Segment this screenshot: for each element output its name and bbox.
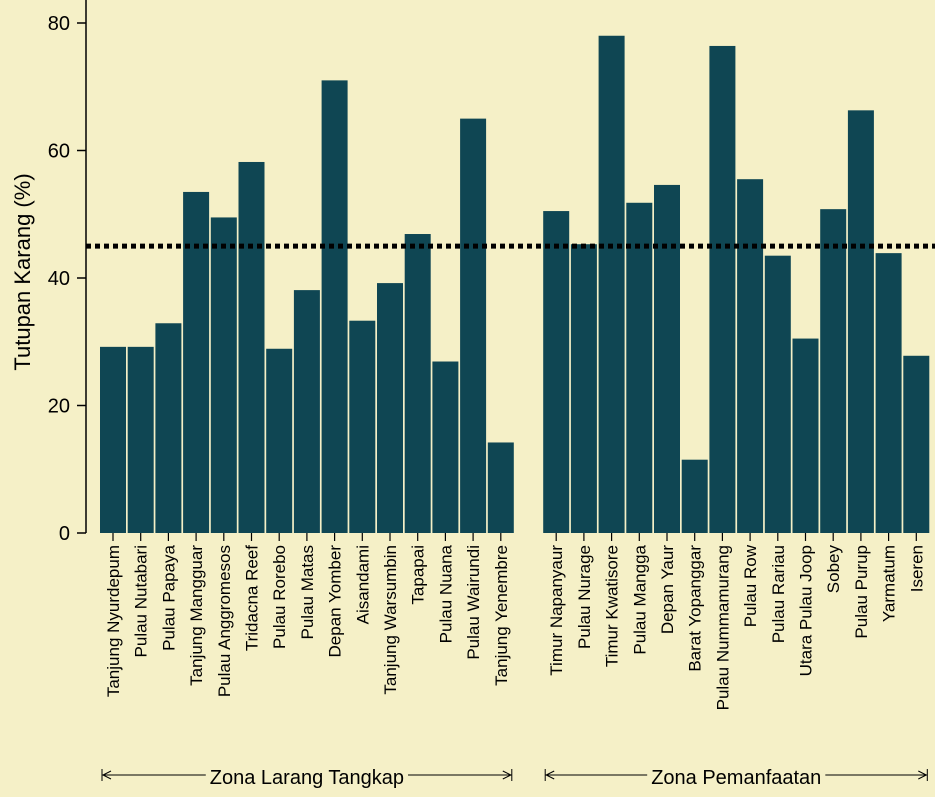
x-category-label: Tanjung Warsumbin bbox=[381, 545, 400, 695]
x-category-label: Barat Yopanggar bbox=[686, 545, 705, 672]
bar bbox=[903, 355, 930, 533]
group-label-background bbox=[205, 767, 409, 789]
group-bracket-arrow-right bbox=[502, 770, 512, 780]
bar bbox=[321, 80, 348, 533]
x-category-label: Pulau Mangga bbox=[630, 544, 649, 654]
bar bbox=[293, 290, 320, 533]
x-category-label: Utara Pulau Joop bbox=[797, 545, 816, 676]
bar bbox=[155, 323, 182, 533]
bar bbox=[404, 234, 431, 533]
x-category-label: Pulau Nutabari bbox=[132, 545, 151, 657]
x-category-label: Iseren bbox=[907, 545, 926, 592]
group-label: Zona Larang Tangkap bbox=[210, 767, 404, 789]
x-category-label: Pulau Wairundi bbox=[464, 545, 483, 660]
bar bbox=[100, 346, 126, 533]
x-category-label: Pulau Purup bbox=[852, 545, 871, 639]
x-category-label: Timur Kwatisore bbox=[603, 545, 622, 667]
x-category-label: Depan Yaur bbox=[658, 545, 677, 634]
bar bbox=[210, 217, 237, 533]
x-category-label: Pulau Nuana bbox=[436, 544, 455, 643]
bar bbox=[598, 35, 625, 533]
y-axis-title: Tutupan Karang (%) bbox=[10, 173, 35, 370]
x-category-label: Pulau Rorebo bbox=[270, 545, 289, 649]
bar bbox=[875, 253, 902, 533]
bar bbox=[127, 346, 154, 533]
x-category-label: Pulau Nurage bbox=[575, 545, 594, 649]
x-category-label: Pulau Row bbox=[741, 544, 760, 627]
x-category-label: Tanjung Yenembre bbox=[492, 545, 511, 686]
y-tick-label: 40 bbox=[48, 268, 70, 290]
bar bbox=[737, 179, 764, 533]
x-category-label: Pulau Anggromesos bbox=[215, 545, 234, 697]
bar bbox=[626, 202, 653, 533]
bar bbox=[792, 338, 819, 533]
bar bbox=[432, 361, 459, 533]
bar bbox=[183, 191, 210, 533]
bar bbox=[266, 348, 293, 533]
bar bbox=[681, 459, 708, 533]
bar bbox=[487, 442, 514, 533]
bar bbox=[238, 161, 265, 533]
x-category-label: Tanjung Mangguar bbox=[187, 545, 206, 686]
bar bbox=[377, 283, 403, 533]
bar bbox=[847, 110, 874, 534]
group-bracket-arrow-right bbox=[918, 770, 928, 780]
group-label: Zona Pemanfaatan bbox=[651, 767, 821, 789]
bar bbox=[820, 209, 847, 533]
x-category-label: Sobey bbox=[824, 545, 843, 594]
group-bracket-arrow-left bbox=[101, 770, 112, 780]
bar bbox=[460, 118, 487, 533]
x-category-label: Depan Yomber bbox=[326, 545, 345, 658]
x-category-label: Pulau Papaya bbox=[159, 544, 178, 650]
group-bracket-arrow-left bbox=[545, 770, 555, 780]
bar bbox=[764, 255, 791, 533]
bar bbox=[543, 211, 570, 533]
x-category-label: Pulau Matas bbox=[298, 545, 317, 640]
group-label-background bbox=[647, 767, 826, 789]
x-category-label: Yarmatum bbox=[880, 545, 899, 622]
x-category-label: Tapapai bbox=[409, 545, 428, 605]
y-tick-label: 80 bbox=[48, 13, 70, 35]
bar bbox=[654, 184, 680, 534]
bar bbox=[349, 320, 376, 533]
y-tick-label: 20 bbox=[48, 396, 70, 418]
x-category-label: Tanjung Nyurdepum bbox=[104, 545, 123, 697]
x-category-label: Timur Napanyaur bbox=[547, 545, 566, 676]
x-category-label: Aisandami bbox=[353, 545, 372, 624]
y-tick-label: 0 bbox=[59, 523, 70, 545]
x-category-label: Pulau Nummamurang bbox=[713, 545, 732, 710]
y-tick-label: 60 bbox=[48, 141, 70, 163]
bar bbox=[709, 45, 736, 533]
x-category-label: Tridacna Reef bbox=[243, 545, 262, 651]
bar bbox=[570, 244, 597, 533]
x-category-label: Pulau Rariau bbox=[769, 545, 788, 643]
